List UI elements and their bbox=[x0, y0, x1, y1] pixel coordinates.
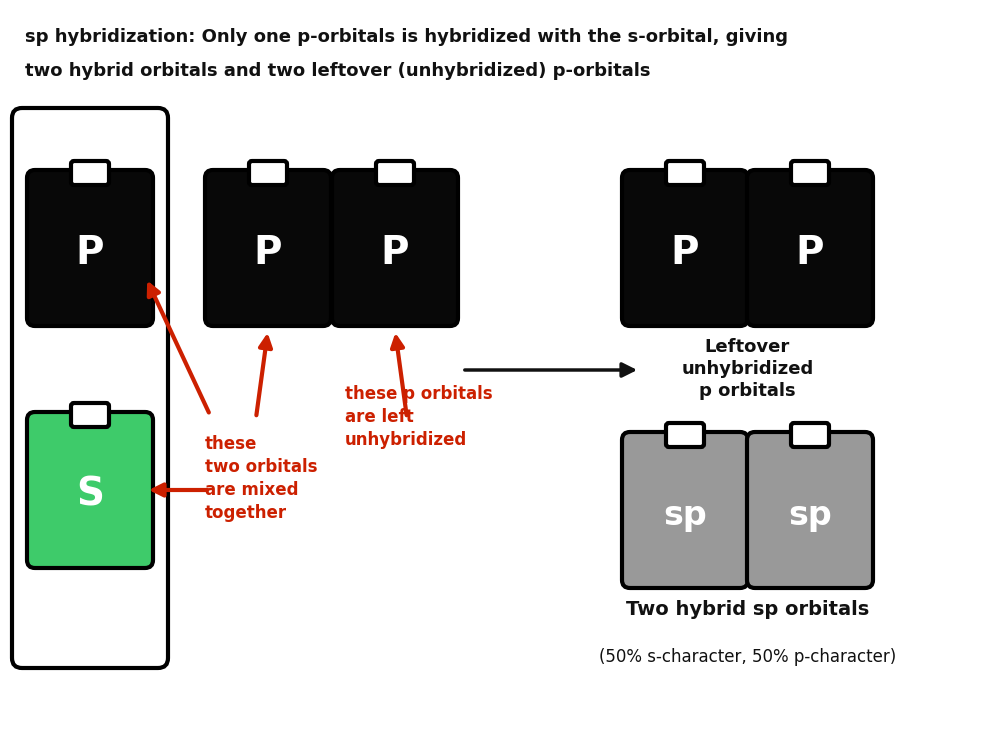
Text: (50% s-character, 50% p-character): (50% s-character, 50% p-character) bbox=[599, 648, 896, 666]
Text: P: P bbox=[254, 234, 282, 272]
Text: sp: sp bbox=[788, 498, 832, 531]
FancyBboxPatch shape bbox=[71, 403, 109, 427]
FancyBboxPatch shape bbox=[205, 170, 331, 326]
FancyBboxPatch shape bbox=[666, 423, 704, 447]
FancyBboxPatch shape bbox=[791, 423, 829, 447]
FancyBboxPatch shape bbox=[622, 170, 748, 326]
Text: S: S bbox=[76, 476, 104, 514]
FancyBboxPatch shape bbox=[249, 161, 287, 185]
Text: P: P bbox=[671, 234, 699, 272]
FancyBboxPatch shape bbox=[747, 170, 873, 326]
FancyBboxPatch shape bbox=[791, 161, 829, 185]
Text: these p orbitals
are left
unhybridized: these p orbitals are left unhybridized bbox=[345, 385, 493, 449]
Text: these
two orbitals
are mixed
together: these two orbitals are mixed together bbox=[205, 435, 318, 522]
Text: P: P bbox=[796, 234, 824, 272]
FancyBboxPatch shape bbox=[12, 108, 168, 668]
FancyBboxPatch shape bbox=[376, 161, 414, 185]
Text: sp: sp bbox=[663, 498, 707, 531]
Text: sp hybridization: Only one p-orbitals is hybridized with the s-orbital, giving: sp hybridization: Only one p-orbitals is… bbox=[25, 28, 788, 46]
Text: P: P bbox=[76, 234, 104, 272]
Text: Two hybrid sp orbitals: Two hybrid sp orbitals bbox=[626, 600, 869, 619]
Text: Leftover
unhybridized
p orbitals: Leftover unhybridized p orbitals bbox=[681, 338, 814, 400]
FancyBboxPatch shape bbox=[747, 432, 873, 588]
FancyBboxPatch shape bbox=[27, 412, 153, 568]
Text: P: P bbox=[381, 234, 409, 272]
FancyBboxPatch shape bbox=[27, 170, 153, 326]
FancyBboxPatch shape bbox=[332, 170, 458, 326]
FancyBboxPatch shape bbox=[71, 161, 109, 185]
FancyBboxPatch shape bbox=[666, 161, 704, 185]
Text: two hybrid orbitals and two leftover (unhybridized) p-orbitals: two hybrid orbitals and two leftover (un… bbox=[25, 62, 650, 80]
FancyBboxPatch shape bbox=[622, 432, 748, 588]
